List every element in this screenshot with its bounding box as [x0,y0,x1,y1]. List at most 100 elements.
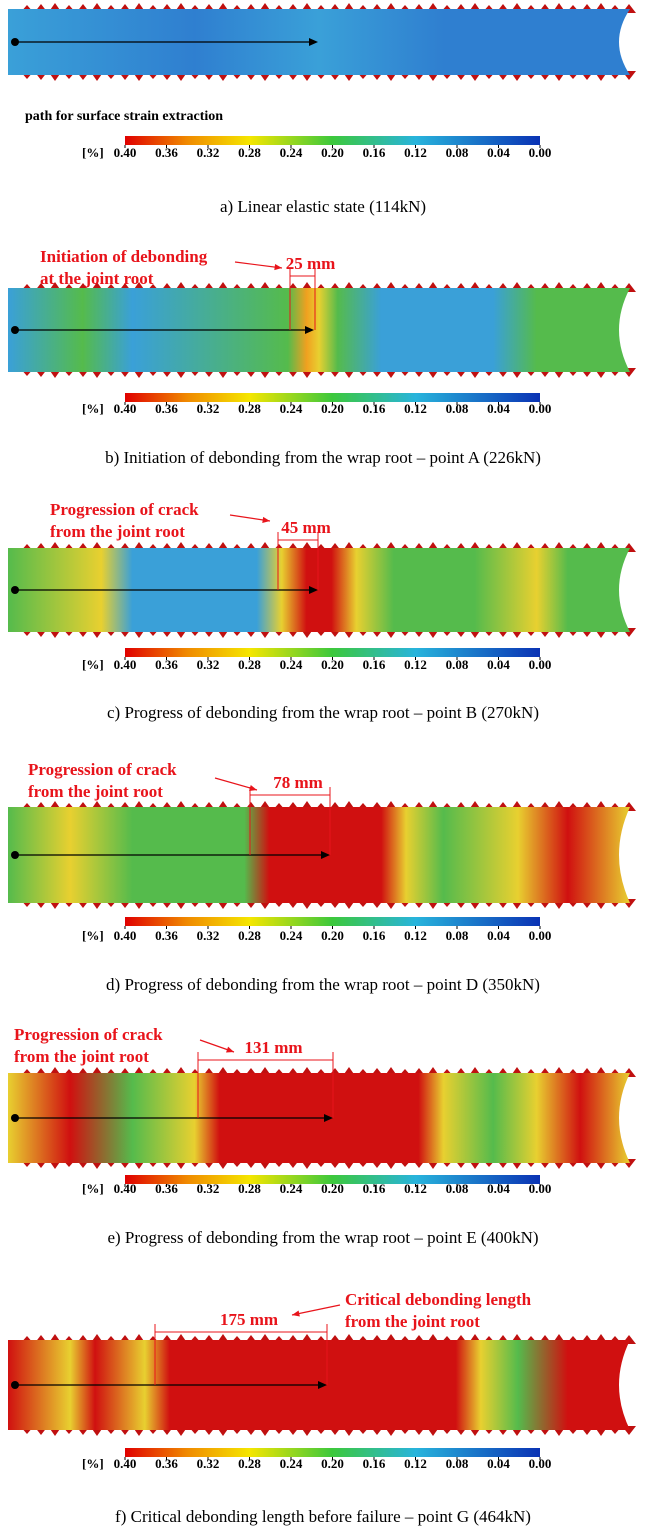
colorbar-label: 0.40 [114,401,137,416]
annotation: from the joint root [50,522,185,541]
colorbar-unit: [%] [82,1456,104,1471]
arrow-head [321,851,330,859]
annotation: from the joint root [345,1312,480,1331]
colorbar-label: 0.36 [155,401,178,416]
colorbar-label: 0.12 [404,1181,427,1196]
colorbar-label: 0.08 [446,1181,469,1196]
pointer-head [292,1310,300,1317]
annotation: Initiation of debonding [40,247,208,266]
specimen [8,548,630,632]
pointer-head [262,516,270,523]
path-start [11,851,19,859]
colorbar-label: 0.40 [114,657,137,672]
colorbar-label: 0.40 [114,1181,137,1196]
annotation: Progression of crack [28,760,177,779]
colorbar [125,917,540,926]
colorbar-label: 0.08 [446,657,469,672]
dimension: 175 mm [220,1310,278,1329]
caption: a) Linear elastic state (114kN) [220,197,426,216]
path-start [11,1114,19,1122]
colorbar-label: 0.08 [446,1456,469,1471]
colorbar-label: 0.04 [487,1181,510,1196]
colorbar-label: 0.04 [487,145,510,160]
colorbar-label: 0.16 [363,145,386,160]
panel: Progression of crack from the joint root 7… [8,760,636,994]
colorbar [125,136,540,145]
colorbar-label: 0.00 [529,657,552,672]
colorbar-unit: [%] [82,657,104,672]
arrow-head [324,1114,333,1122]
colorbar-label: 0.28 [238,145,261,160]
path-start [11,1381,19,1389]
colorbar-label: 0.20 [321,1456,344,1471]
annotation: Critical debonding length [345,1290,532,1309]
colorbar-label: 0.20 [321,1181,344,1196]
dimension: 78 mm [273,773,323,792]
pointer [291,1304,341,1316]
colorbar-label: 0.16 [363,1456,386,1471]
colorbar-label: 0.28 [238,928,261,943]
colorbar-label: 0.36 [155,657,178,672]
colorbar-label: 0.16 [363,657,386,672]
colorbar-label: 0.20 [321,657,344,672]
colorbar-label: 0.04 [487,401,510,416]
pointer-head [274,263,282,271]
colorbar-label: 0.32 [197,401,220,416]
colorbar-label: 0.04 [487,657,510,672]
caption: b) Initiation of debonding from the wrap… [105,448,541,467]
colorbar-label: 0.36 [155,145,178,160]
colorbar-label: 0.32 [197,145,220,160]
colorbar-label: 0.36 [155,1456,178,1471]
colorbar [125,393,540,402]
colorbar-label: 0.16 [363,401,386,416]
colorbar-label: 0.00 [529,1181,552,1196]
panel: path for surface strain extraction [%] 0.4… [8,3,636,216]
colorbar-unit: [%] [82,928,104,943]
colorbar-label: 0.12 [404,657,427,672]
caption: d) Progress of debonding from the wrap r… [106,975,540,994]
colorbar-label: 0.40 [114,1456,137,1471]
colorbar-label: 0.28 [238,401,261,416]
colorbar-label: 0.12 [404,145,427,160]
panel: Progression of crack from the joint root 1… [8,1025,636,1247]
annotation: Progression of crack [50,500,199,519]
colorbar-label: 0.08 [446,928,469,943]
path-start [11,586,19,594]
colorbar-label: 0.12 [404,401,427,416]
colorbar-label: 0.28 [238,1181,261,1196]
arrow-head [305,326,314,334]
colorbar-label: 0.24 [280,1181,303,1196]
colorbar-label: 0.32 [197,928,220,943]
path-start [11,326,19,334]
colorbar-label: 0.28 [238,657,261,672]
arrow-head [309,586,318,594]
colorbar-label: 0.00 [529,928,552,943]
colorbar-label: 0.12 [404,928,427,943]
colorbar-label: 0.08 [446,401,469,416]
pointer-head [226,1046,234,1053]
colorbar-label: 0.36 [155,1181,178,1196]
colorbar-label: 0.00 [529,145,552,160]
colorbar-unit: [%] [82,1181,104,1196]
colorbar-label: 0.40 [114,928,137,943]
colorbar-label: 0.24 [280,1456,303,1471]
caption: c) Progress of debonding from the wrap r… [107,703,539,722]
pointer [234,261,283,269]
colorbar-label: 0.20 [321,401,344,416]
colorbar-label: 0.36 [155,928,178,943]
colorbar-label: 0.24 [280,401,303,416]
colorbar-unit: [%] [82,145,104,160]
colorbar-label: 0.08 [446,145,469,160]
colorbar-unit: [%] [82,401,104,416]
colorbar-label: 0.20 [321,145,344,160]
dimension: 45 mm [281,518,331,537]
colorbar-label: 0.32 [197,1456,220,1471]
colorbar-label: 0.04 [487,1456,510,1471]
dimension: 131 mm [244,1038,302,1057]
colorbar-label: 0.40 [114,145,137,160]
annotation: Progression of crack [14,1025,163,1044]
specimen [8,288,630,372]
colorbar-label: 0.00 [529,401,552,416]
arrow-head [309,38,318,46]
